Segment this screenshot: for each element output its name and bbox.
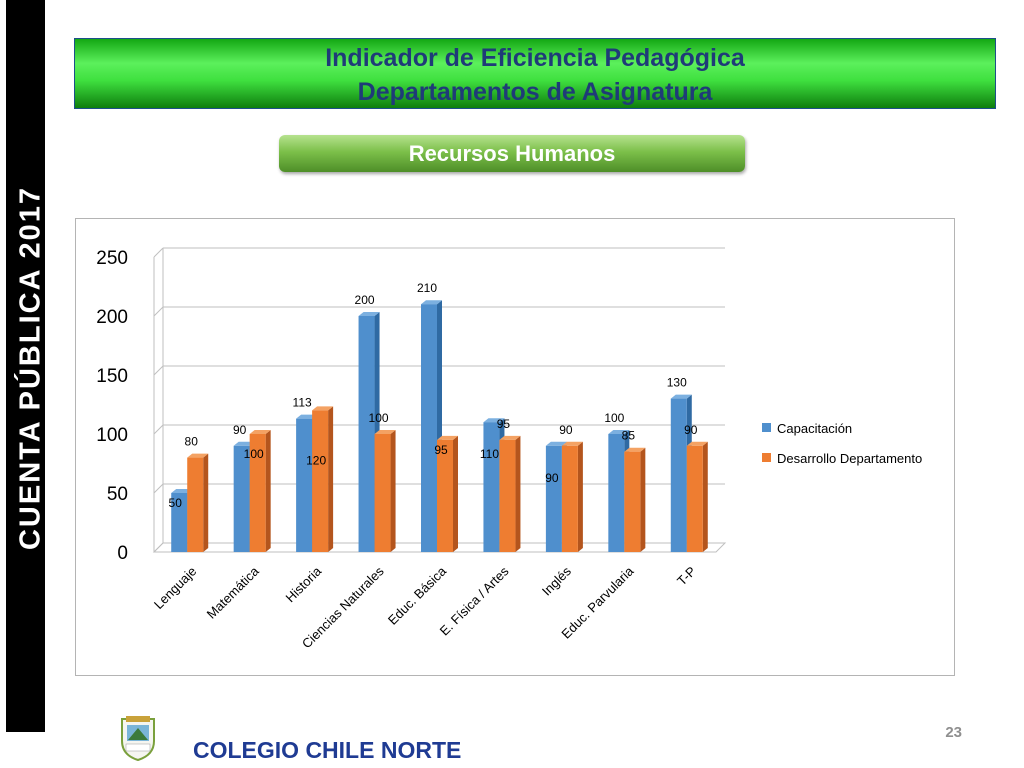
- bar-top: [545, 441, 567, 446]
- data-label: 200: [355, 293, 375, 307]
- bar: [624, 451, 641, 552]
- bar-top: [499, 435, 521, 440]
- bar-top: [437, 435, 458, 440]
- bar: [421, 304, 437, 552]
- gridline-depth: [153, 365, 164, 376]
- bar: [545, 445, 562, 552]
- x-tick-label: Inglés: [539, 563, 574, 598]
- data-label: 90: [233, 423, 247, 437]
- side-label: CUENTA PÚBLICA 2017: [14, 185, 47, 551]
- school-logo: [121, 716, 155, 761]
- data-label: 120: [306, 453, 326, 467]
- x-tick-label: Educ. Básica: [385, 563, 450, 628]
- bar-side: [640, 447, 646, 552]
- bar-side: [577, 441, 583, 552]
- bar-top: [358, 312, 380, 316]
- bar-side: [390, 430, 396, 552]
- bar: [437, 439, 453, 552]
- y-tick-label: 50: [107, 484, 128, 505]
- bar-top: [686, 441, 708, 446]
- bar: [561, 445, 578, 552]
- x-tick-label: Historia: [282, 563, 324, 605]
- legend-swatch: [762, 453, 771, 462]
- data-label: 90: [684, 423, 698, 437]
- bar-chart: 0 50 100 150 200 250 50 80 Lenguaje 90 100 Matemáti…: [96, 247, 922, 651]
- bar: [608, 434, 625, 552]
- bar: [358, 316, 375, 552]
- data-label: 90: [545, 471, 559, 485]
- bar: [374, 434, 391, 552]
- bar: [312, 410, 329, 552]
- gridline-depth: [153, 424, 164, 435]
- bar: [249, 434, 266, 552]
- data-label: 95: [497, 417, 511, 431]
- bar: [233, 445, 250, 552]
- data-label: 113: [293, 396, 312, 410]
- y-tick-label: 0: [117, 543, 128, 564]
- bar-side: [265, 430, 271, 552]
- gridline-depth: [153, 247, 164, 258]
- bar-top: [249, 430, 271, 434]
- data-label: 110: [480, 447, 499, 461]
- y-tick-label: 100: [96, 425, 128, 446]
- bar-top: [670, 394, 692, 399]
- bar-top: [171, 489, 193, 493]
- bar-top: [374, 430, 396, 434]
- title-line-2: Departamentos de Asignatura: [357, 78, 713, 106]
- bar: [296, 418, 313, 552]
- gridline-depth: [153, 306, 164, 317]
- title-line-1: Indicador de Eficiencia Pedagógica: [325, 44, 745, 72]
- bar: [686, 445, 703, 552]
- data-label: 100: [369, 411, 389, 425]
- chart-floor: [152, 542, 727, 553]
- title-banner: Indicador de Eficiencia Pedagógica Depar…: [74, 38, 996, 109]
- bar-top: [233, 441, 255, 446]
- bar-top: [421, 300, 442, 305]
- chart-frame: 0 50 100 150 200 250 50 80 Lenguaje 90 100 Matemáti…: [75, 218, 955, 676]
- legend-label: Desarrollo Departamento: [777, 451, 922, 466]
- bar-side: [702, 441, 708, 552]
- data-label: 100: [604, 411, 624, 425]
- gridline-depth: [153, 483, 164, 494]
- page-number: 23: [945, 724, 962, 741]
- bar: [171, 493, 188, 552]
- y-tick-label: 250: [96, 248, 128, 269]
- data-label: 95: [434, 443, 448, 457]
- data-label: 90: [559, 423, 573, 437]
- data-label: 100: [244, 447, 264, 461]
- legend-swatch: [762, 423, 771, 432]
- data-label: 50: [169, 496, 183, 510]
- data-label: 80: [185, 435, 199, 449]
- x-tick-label: Matemática: [204, 563, 263, 622]
- y-tick-label: 150: [96, 366, 128, 387]
- bar-side: [515, 435, 521, 552]
- x-tick-label: Lenguaje: [151, 564, 199, 612]
- school-name: COLEGIO CHILE NORTE: [193, 737, 462, 763]
- bar-top: [187, 453, 209, 458]
- y-tick-label: 200: [96, 307, 128, 328]
- data-label: 210: [417, 281, 437, 295]
- bar-top: [296, 414, 318, 419]
- x-tick-label: T-P: [674, 564, 699, 589]
- data-label: 85: [622, 429, 636, 443]
- bar-side: [453, 435, 458, 552]
- bar: [499, 439, 516, 552]
- bar: [670, 398, 687, 552]
- bar-top: [561, 441, 583, 446]
- bar: [187, 457, 204, 552]
- data-label: 130: [667, 376, 687, 390]
- bar-side: [328, 406, 334, 552]
- bar-top: [624, 447, 646, 452]
- side-bar: CUENTA PÚBLICA 2017: [6, 0, 47, 732]
- subtitle-banner: Recursos Humanos: [279, 135, 745, 172]
- bar: [483, 422, 500, 552]
- legend-label: Capacitación: [777, 421, 852, 436]
- bar-top: [608, 430, 630, 434]
- bar-side: [203, 453, 209, 552]
- bar-top: [312, 406, 334, 411]
- bar-top: [483, 418, 505, 423]
